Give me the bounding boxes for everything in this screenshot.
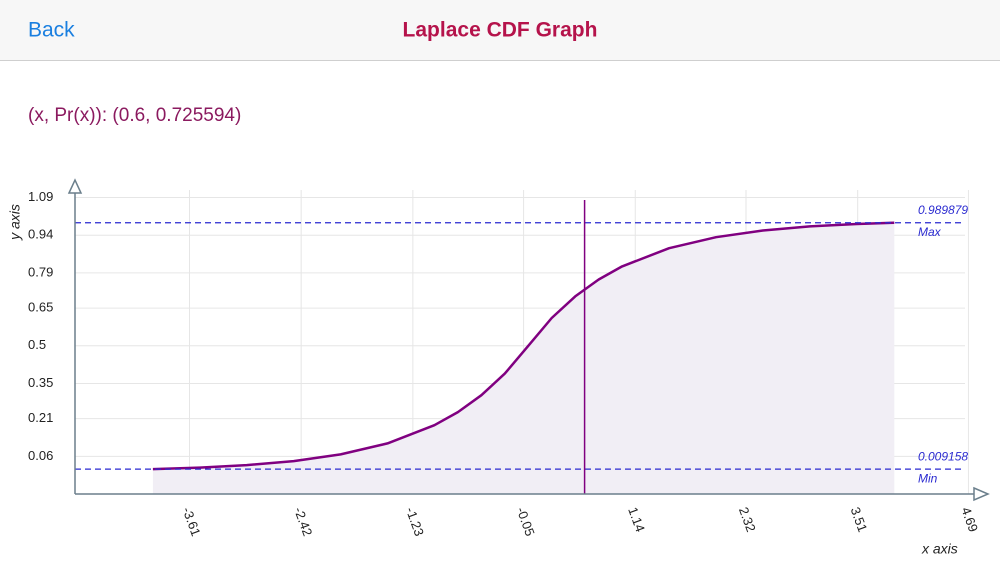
limit-value: 0.989879 (918, 203, 968, 217)
readout: (x, Pr(x)): (0.6, 0.725594) (28, 105, 241, 126)
nav-title: Laplace CDF Graph (403, 19, 598, 42)
plot: 0.06 0.21 0.35 0.5 0.65 0.79 0.94 1.09 -3.61 -2.4… (7, 178, 990, 557)
x-tick-label: -3.61 (179, 505, 203, 538)
y-tick-label: 1.09 (28, 189, 53, 204)
x-tick-label: -0.05 (514, 505, 538, 538)
y-tick-label: 0.94 (28, 227, 53, 242)
x-tick-label: 3.51 (848, 505, 871, 534)
x-axis-label: x axis (921, 541, 958, 557)
curve (152, 221, 895, 471)
x-tick-label: 2.32 (736, 505, 759, 534)
x-tick-label: -2.42 (291, 505, 315, 538)
limit-label: Min (918, 471, 938, 485)
y-tick-label: 0.21 (28, 410, 53, 425)
x-arrow (973, 486, 990, 502)
x-tick-label: 4.69 (958, 505, 981, 534)
y-tick-label: 0.06 (28, 448, 53, 463)
x-tick-label: 1.14 (625, 505, 648, 534)
limit-value: 0.009158 (918, 449, 968, 463)
back-button[interactable]: Back (28, 19, 75, 42)
x-tick-label: -1.23 (403, 505, 427, 538)
nav-bar (0, 0, 1000, 60)
limit-label: Max (918, 225, 942, 239)
y-arrow (67, 178, 83, 194)
y-axis-label: y axis (7, 204, 23, 241)
curve-area (152, 222, 895, 494)
y-tick-label: 0.79 (28, 264, 53, 279)
y-tick-label: 0.5 (28, 337, 46, 352)
y-tick-label: 0.65 (28, 300, 53, 315)
y-tick-label: 0.35 (28, 375, 53, 390)
